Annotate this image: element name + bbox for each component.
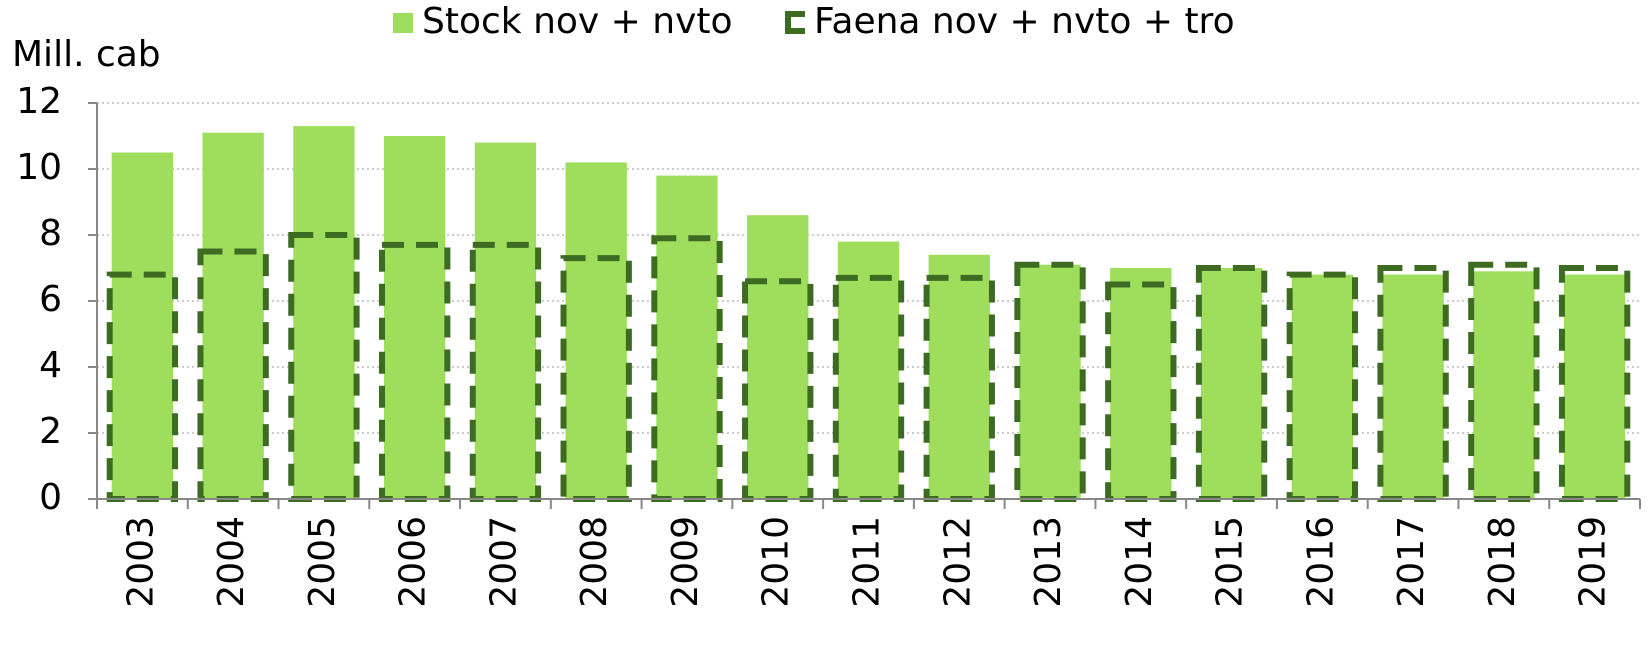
- bar-outline: [1195, 265, 1268, 502]
- bar: [1019, 264, 1081, 499]
- bar: [656, 175, 718, 499]
- bar: [202, 132, 264, 499]
- legend-label: Faena nov + nvto + tro: [814, 1, 1235, 42]
- x-tick-label: 2009: [665, 516, 706, 608]
- bar: [1382, 274, 1444, 499]
- x-tick-label: 2015: [1210, 516, 1251, 608]
- x-tick-label: 2018: [1482, 516, 1523, 608]
- y-tick-label: 0: [39, 477, 62, 518]
- legend-label: Stock nov + nvto: [422, 1, 733, 42]
- bar-outline: [1558, 265, 1631, 502]
- x-tick-label: 2007: [483, 516, 524, 608]
- y-tick-label: 10: [16, 147, 62, 188]
- bar-outline: [1014, 261, 1086, 503]
- x-tick-label: 2016: [1300, 516, 1341, 608]
- bar-outline: [1377, 265, 1449, 502]
- y-tick-label: 6: [39, 279, 62, 320]
- bar: [1291, 274, 1353, 499]
- y-tick-label: 4: [39, 345, 62, 386]
- legend-swatch: [393, 13, 413, 33]
- x-tick-label: 2017: [1391, 516, 1432, 608]
- x-tick-label: 2013: [1028, 516, 1069, 608]
- x-tick-label: 2010: [756, 516, 797, 608]
- y-tick-label: 8: [39, 213, 62, 254]
- x-tick-label: 2005: [302, 516, 343, 608]
- x-tick-label: 2011: [847, 516, 888, 608]
- bar: [1473, 271, 1535, 499]
- bar: [1563, 274, 1626, 499]
- y-axis-label: Mill. cab: [12, 34, 161, 75]
- bar: [293, 126, 355, 499]
- bar: [747, 215, 809, 499]
- x-tick-label: 2014: [1119, 516, 1160, 608]
- y-tick-label: 2: [39, 411, 62, 452]
- bar-outline: [288, 232, 360, 502]
- y-tick-label: 12: [16, 81, 62, 122]
- x-tick-label: 2003: [120, 516, 161, 608]
- x-tick-label: 2006: [393, 516, 434, 608]
- x-tick-label: 2008: [574, 516, 615, 608]
- bar: [1200, 268, 1263, 499]
- bar: [565, 162, 627, 499]
- bar: [1110, 268, 1172, 499]
- bar: [111, 152, 174, 499]
- legend-swatch: [785, 11, 805, 34]
- bar: [384, 136, 446, 499]
- bar-outline: [560, 255, 632, 502]
- bar: [837, 241, 900, 499]
- bar: [928, 254, 990, 499]
- x-tick-label: 2019: [1573, 516, 1614, 608]
- bar-outline: [1468, 261, 1540, 503]
- bar: [474, 142, 537, 499]
- x-tick-label: 2012: [937, 516, 978, 608]
- x-tick-label: 2004: [211, 516, 252, 608]
